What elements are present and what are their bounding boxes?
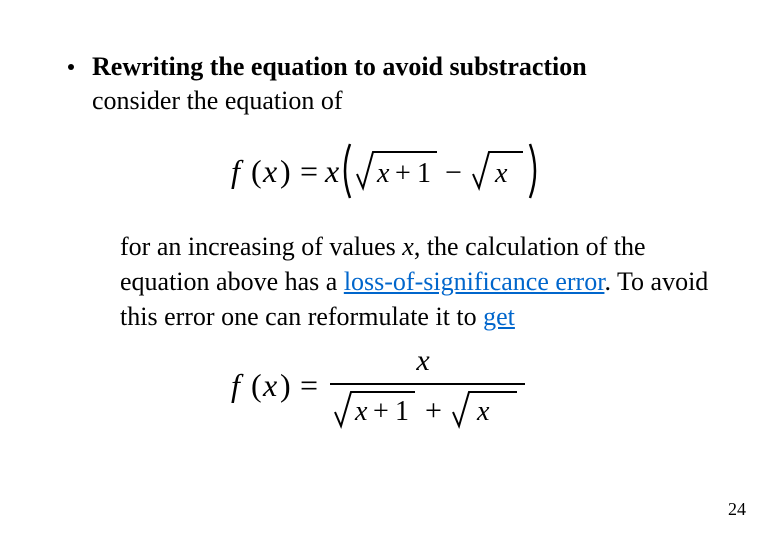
eq1-x1: x xyxy=(262,153,277,189)
equation-1-svg: f ( x ) = x x + 1 − x xyxy=(225,136,555,206)
equation-2: f ( x ) = x x + 1 + x xyxy=(40,338,740,443)
bullet-item: Rewriting the equation to avoid substrac… xyxy=(40,50,740,118)
eq1-lpar: ( xyxy=(251,153,262,189)
eq1-f: f xyxy=(231,153,244,189)
eq2-plus1: + xyxy=(373,396,389,427)
eq1-eq: = xyxy=(300,153,318,189)
eq2-f: f xyxy=(231,367,244,403)
eq2-lpar: ( xyxy=(251,367,262,403)
eq2-plus2: + xyxy=(425,394,442,427)
eq1-bigl xyxy=(345,144,350,198)
para-p1: for an increasing of values xyxy=(120,232,402,261)
page-number: 24 xyxy=(728,499,746,520)
eq1-rpar: ) xyxy=(280,153,291,189)
eq1-x4: x xyxy=(494,158,508,189)
bullet-text: Rewriting the equation to avoid substrac… xyxy=(92,50,587,118)
equation-2-svg: f ( x ) = x x + 1 + x xyxy=(225,338,555,438)
equation-1: f ( x ) = x x + 1 − x xyxy=(40,136,740,211)
get-link[interactable]: get xyxy=(483,302,515,331)
eq1-x3: x xyxy=(376,158,390,189)
loss-of-significance-link[interactable]: loss-of-significance error xyxy=(344,267,605,296)
slide: Rewriting the equation to avoid substrac… xyxy=(0,0,780,540)
eq1-bigr xyxy=(530,144,535,198)
eq1-plus: + xyxy=(395,158,411,189)
eq2-one: 1 xyxy=(395,396,409,427)
eq2-rpar: ) xyxy=(280,367,291,403)
eq2-x1: x xyxy=(262,367,277,403)
eq2-eq: = xyxy=(300,367,318,403)
eq1-one: 1 xyxy=(417,158,431,189)
bullet-title: Rewriting the equation to avoid substrac… xyxy=(92,52,587,81)
eq2-x2: x xyxy=(354,396,368,427)
bullet-dot xyxy=(68,64,74,70)
eq1-x2: x xyxy=(324,153,339,189)
eq2-x3: x xyxy=(476,396,490,427)
paragraph: for an increasing of values x, the calcu… xyxy=(120,229,740,334)
para-x: x xyxy=(402,232,414,261)
eq2-num-x: x xyxy=(415,344,430,377)
bullet-subtitle: consider the equation of xyxy=(92,86,343,115)
eq1-minus: − xyxy=(445,156,462,189)
